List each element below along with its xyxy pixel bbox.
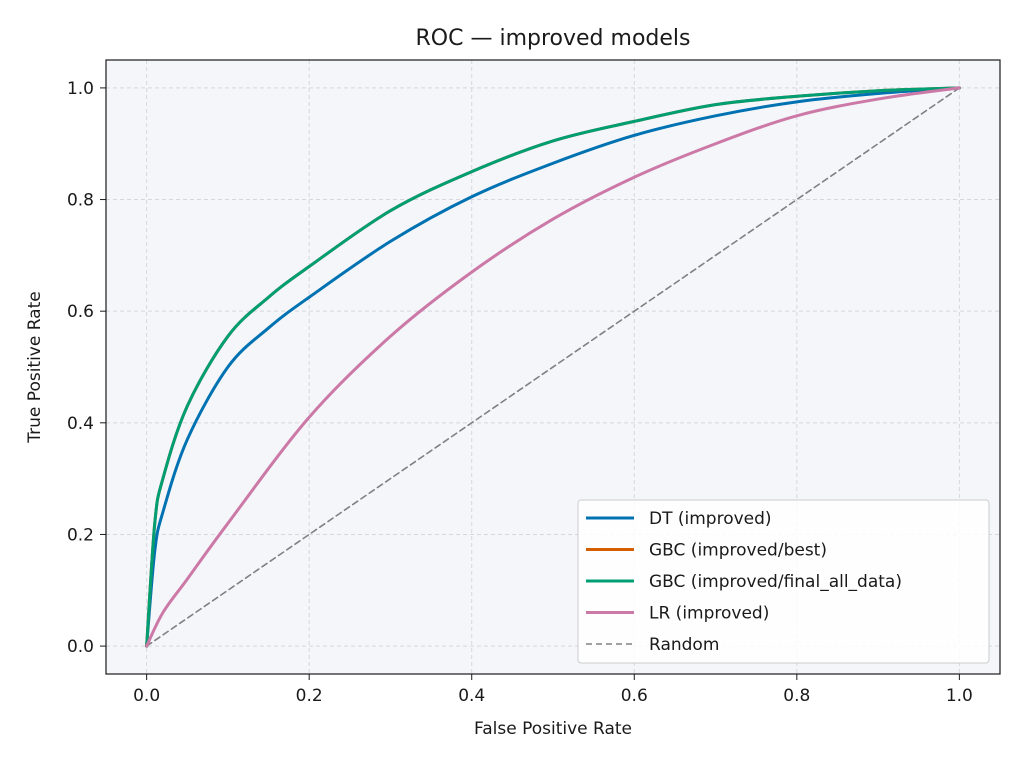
x-tick-label: 0.2 bbox=[296, 686, 323, 706]
series-line-dt-improved bbox=[145, 86, 961, 648]
x-tick-label: 0.6 bbox=[621, 686, 648, 706]
x-tick-label: 1.0 bbox=[946, 686, 973, 706]
y-tick-label: 0.8 bbox=[67, 191, 94, 211]
x-tick-label: 0.0 bbox=[133, 686, 160, 706]
legend-label: GBC (improved/best) bbox=[649, 541, 827, 561]
legend-label: GBC (improved/final_all_data) bbox=[649, 572, 902, 592]
plot-frame bbox=[105, 59, 1001, 675]
legend-label: DT (improved) bbox=[649, 509, 772, 529]
y-tick-label: 0.6 bbox=[67, 302, 94, 322]
legend: DT (improved) GBC (improved/best) GBC (imp… bbox=[577, 499, 990, 664]
legend-box bbox=[577, 499, 990, 664]
chart-title: ROC — improved models bbox=[416, 26, 691, 51]
y-tick-label: 1.0 bbox=[67, 79, 94, 99]
x-tick-label: 0.8 bbox=[783, 686, 810, 706]
axis-ticks: 0.0 0.2 0.4 0.6 0.8 1.0 0.0 0.2 0.4 0.6 0.8 1.0 bbox=[67, 79, 973, 706]
series-line-lr-improved bbox=[145, 86, 961, 648]
y-tick-label: 0.4 bbox=[67, 414, 94, 434]
y-tick-label: 0.0 bbox=[67, 637, 94, 657]
x-axis-title: False Positive Rate bbox=[474, 719, 632, 739]
series-line-gbc-improved-final-all-data bbox=[145, 86, 961, 648]
y-tick-label: 0.2 bbox=[67, 525, 94, 545]
series-line-random bbox=[145, 87, 961, 647]
legend-label: LR (improved) bbox=[649, 604, 769, 624]
legend-label: Random bbox=[649, 635, 719, 655]
x-tick-label: 0.4 bbox=[458, 686, 485, 706]
y-axis-title: True Positive Rate bbox=[25, 291, 45, 443]
series-layer bbox=[145, 86, 961, 648]
